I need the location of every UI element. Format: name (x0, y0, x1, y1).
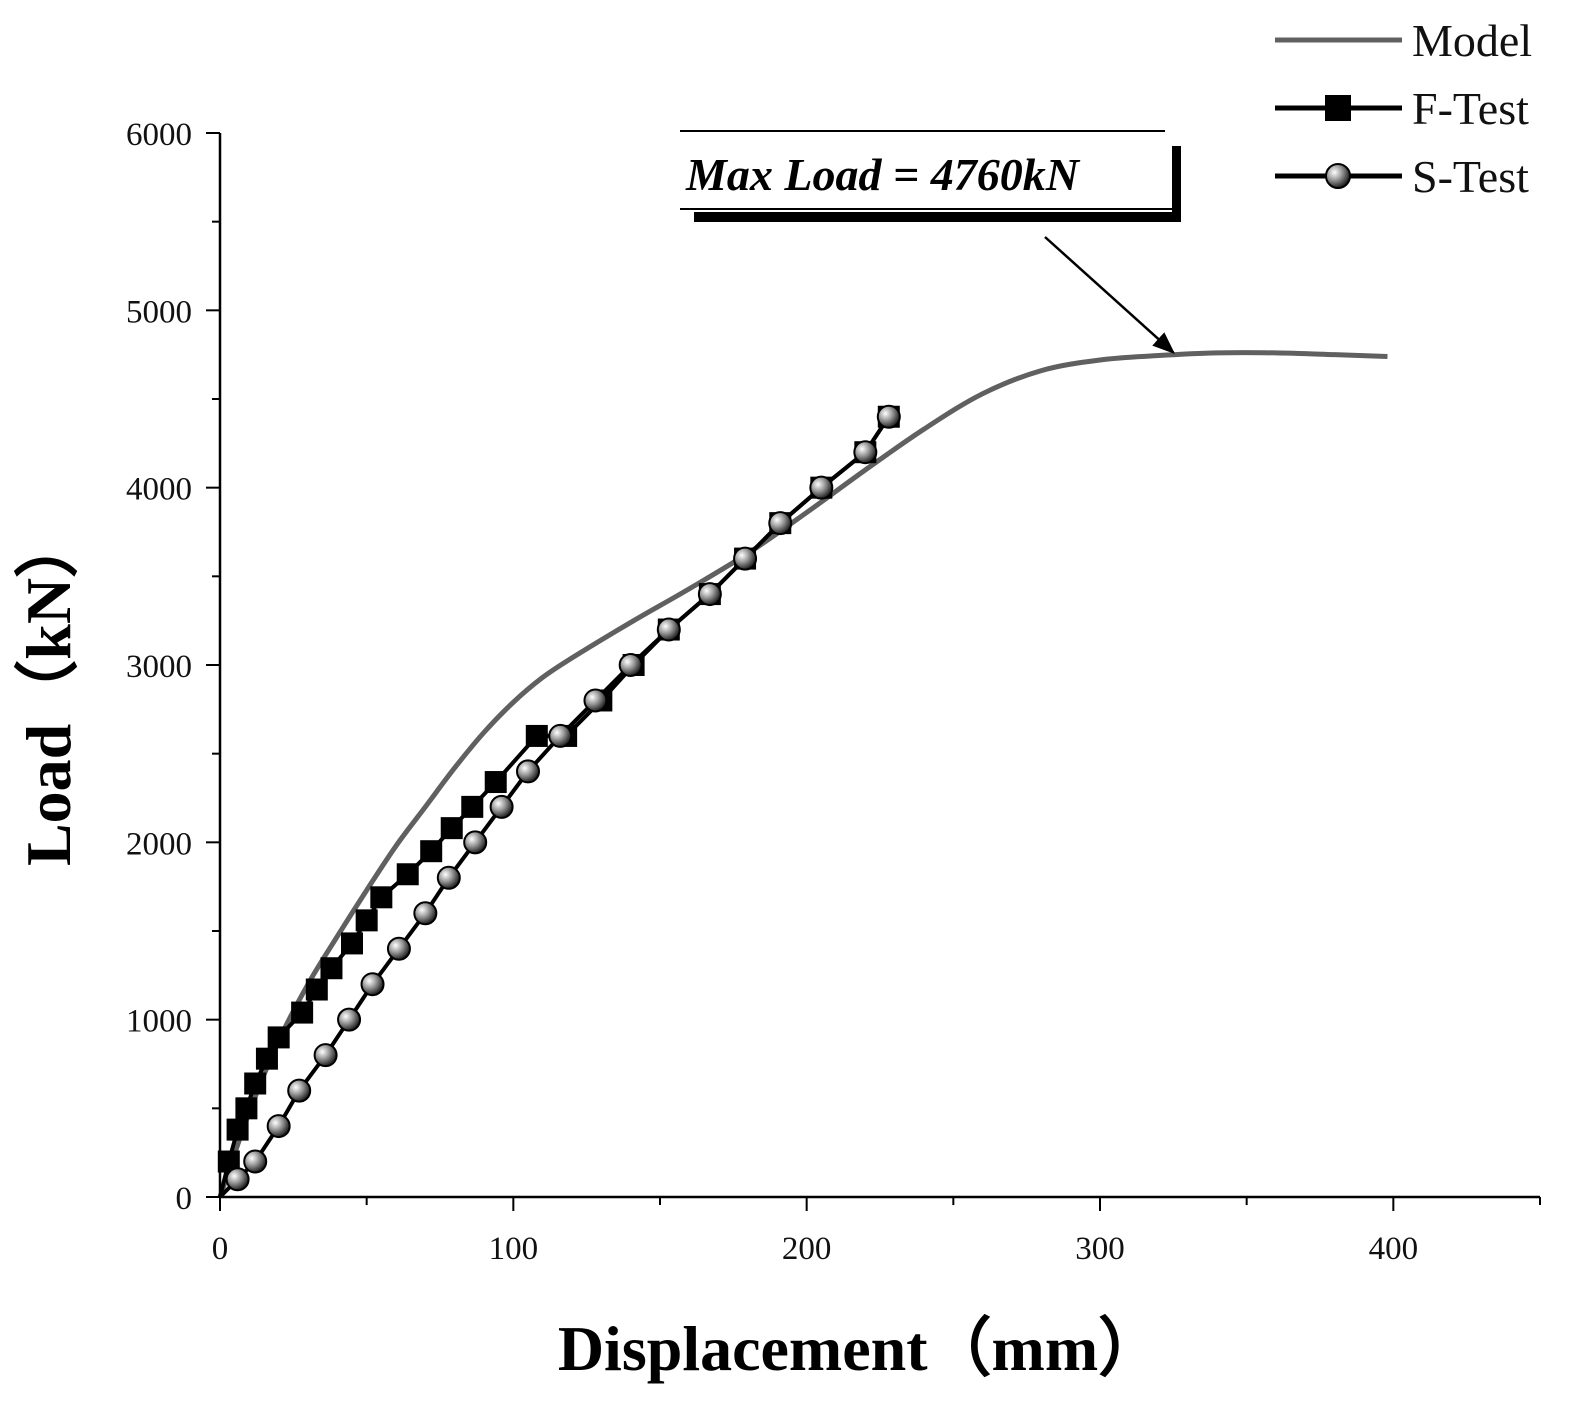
data-point-f-test (341, 932, 363, 955)
y-tick-label: 3000 (126, 649, 192, 685)
data-point-f-test (217, 1150, 240, 1173)
data-point-f-test (420, 840, 443, 863)
data-point-s-test (516, 759, 540, 784)
legend-label-f-test: F-Test (1412, 83, 1529, 134)
legend: Model F-Test S-Test (1275, 15, 1532, 202)
legend-item-s-test: S-Test (1275, 151, 1529, 202)
x-tick-label: 100 (489, 1231, 539, 1267)
axes (218, 133, 1540, 1199)
data-point-f-test (440, 817, 463, 840)
data-point-s-test (266, 1114, 291, 1139)
data-point-f-test (235, 1097, 258, 1120)
annotation-text: Max Load = 4760kN (685, 149, 1081, 200)
y-tick-label: 1000 (126, 1004, 192, 1040)
data-point-f-test (226, 1118, 249, 1141)
data-point-f-test (267, 1026, 290, 1049)
annotation-arrow (1044, 236, 1176, 354)
data-point-f-test (305, 978, 328, 1001)
y-axis-title: Load（kN） (13, 514, 84, 866)
data-point-f-test (355, 909, 378, 932)
data-point-s-test (618, 653, 643, 677)
series-layer (217, 350, 1388, 1199)
data-point-s-test (225, 1167, 250, 1192)
data-point-f-test (370, 886, 393, 909)
data-point-s-test (548, 723, 573, 748)
data-point-f-test (525, 724, 548, 747)
data-point-f-test (396, 863, 419, 886)
x-tick-label: 0 (212, 1231, 229, 1267)
annotation-shadow-right (1172, 146, 1181, 222)
data-point-s-test (436, 865, 461, 890)
data-point-f-test (255, 1047, 278, 1070)
x-tick-label: 400 (1369, 1231, 1419, 1267)
data-point-s-test (656, 617, 681, 642)
data-point-f-test (291, 1001, 314, 1024)
y-tick-label: 5000 (126, 294, 192, 330)
legend-item-f-test: F-Test (1275, 83, 1529, 134)
data-point-s-test (413, 901, 438, 926)
y-tick-label: 0 (176, 1181, 193, 1217)
y-tick-label: 6000 (126, 117, 192, 153)
x-tick-label: 300 (1075, 1231, 1125, 1267)
x-tick-label: 200 (782, 1231, 832, 1267)
x-axis-title: Displacement（mm） (558, 1313, 1162, 1384)
data-point-s-test (876, 404, 901, 429)
series-f-test (217, 405, 900, 1198)
legend-item-model: Model (1275, 15, 1532, 66)
data-point-s-test (243, 1149, 268, 1174)
data-point-f-test (461, 795, 484, 818)
data-point-f-test (320, 957, 343, 980)
series-s-test (218, 404, 901, 1199)
data-point-s-test (386, 936, 411, 961)
max-load-annotation: Max Load = 4760kN (680, 130, 1181, 354)
y-tick-label: 2000 (126, 826, 192, 862)
data-point-s-test (697, 582, 722, 607)
legend-square-marker (1325, 95, 1351, 121)
y-tick-label: 4000 (126, 472, 192, 508)
data-point-f-test (244, 1072, 267, 1095)
data-point-s-test (337, 1007, 362, 1032)
legend-sphere-marker (1325, 163, 1351, 189)
series-model (217, 350, 1388, 1198)
legend-label-model: Model (1412, 15, 1532, 66)
data-point-s-test (583, 688, 608, 713)
data-point-s-test (733, 546, 758, 571)
data-point-s-test (287, 1078, 312, 1103)
data-point-s-test (853, 440, 878, 465)
annotation-shadow-bottom (694, 212, 1181, 222)
legend-label-s-test: S-Test (1412, 151, 1529, 202)
data-point-s-test (313, 1043, 338, 1068)
data-point-s-test (768, 511, 793, 536)
series-line-model (217, 350, 1388, 1198)
data-point-s-test (360, 972, 385, 997)
data-point-f-test (484, 771, 507, 794)
tick-marks (206, 132, 1541, 1211)
data-point-s-test (489, 794, 514, 819)
data-point-s-test (463, 830, 488, 855)
data-point-s-test (809, 475, 834, 500)
